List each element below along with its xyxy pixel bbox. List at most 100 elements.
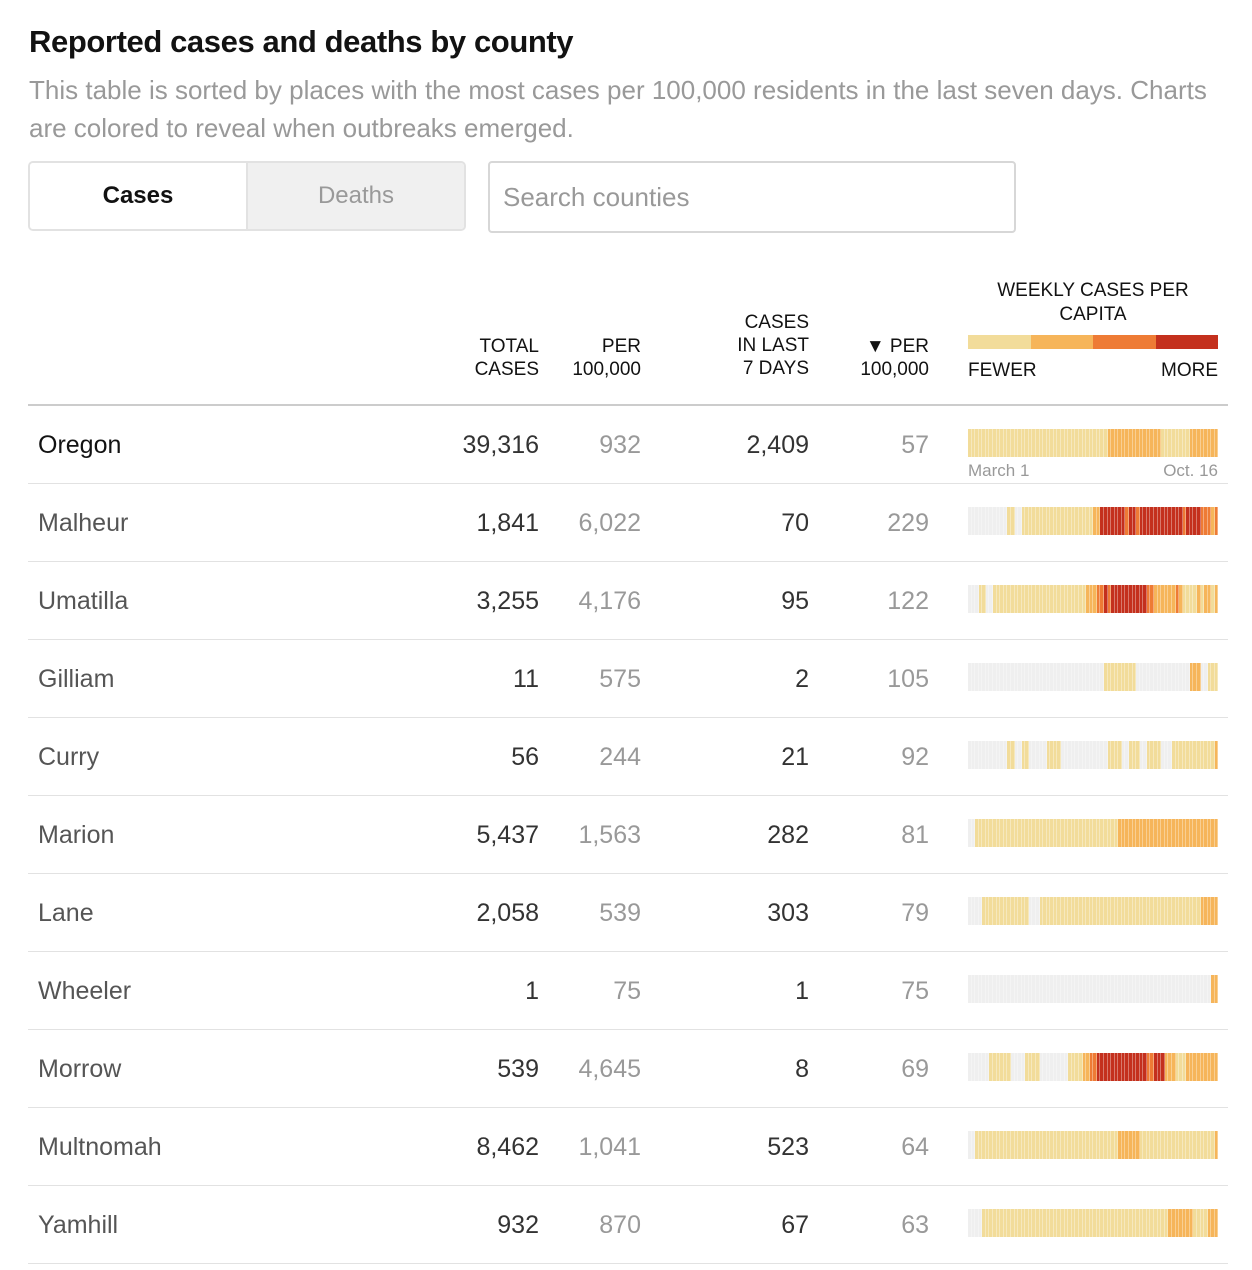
sparkline-week-cell	[1107, 1053, 1112, 1081]
sparkline-week-cell	[1129, 585, 1133, 613]
sparkline-week-cell	[1114, 1053, 1119, 1081]
cases-tab-button[interactable]: Cases	[30, 163, 246, 229]
sparkline-week-cell	[1168, 897, 1172, 925]
legend-more-label: MORE	[1161, 360, 1218, 381]
per-100k-header[interactable]: PER 100,000	[491, 335, 641, 381]
sparkline-week-cell	[1075, 1131, 1079, 1159]
table-row[interactable]: Lane 2,058 539 303 79	[28, 874, 1228, 952]
sparkline-week-cell	[1204, 741, 1208, 769]
sparkline-week-cell	[1121, 1209, 1126, 1237]
county-name: Wheeler	[38, 977, 132, 1005]
per-100k-value: 244	[599, 743, 641, 771]
sparkline-week-cell	[1186, 507, 1190, 535]
per-100k-value: 75	[613, 977, 641, 1005]
sparkline-week-cell	[968, 585, 972, 613]
sparkline-week-cell	[1103, 897, 1108, 925]
sparkline-week-cell	[1007, 897, 1011, 925]
sparkline-week-cell	[1204, 975, 1208, 1003]
sparkline-week-cell	[1046, 1209, 1051, 1237]
sparkline-week-cell	[978, 429, 983, 457]
total-cases-header[interactable]: TOTAL CASES	[389, 335, 539, 381]
sparkline-week-cell	[1010, 429, 1015, 457]
sparkline-week-cell	[1057, 663, 1062, 691]
sparkline-week-cell	[1093, 897, 1097, 925]
table-row[interactable]: Multnomah 8,462 1,041 523 64	[28, 1108, 1228, 1186]
header-line: TOTAL	[479, 336, 539, 357]
sparkline-week-cell	[982, 1131, 986, 1159]
sparkline-week-cell	[1100, 1131, 1104, 1159]
weekly-cases-sparkline	[968, 663, 1219, 691]
sparkline-week-cell	[1003, 507, 1008, 535]
sparkline-week-cell	[1021, 897, 1026, 925]
sparkline-week-cell	[1089, 741, 1094, 769]
sparkline-week-cell	[1057, 975, 1062, 1003]
deaths-tab-button[interactable]: Deaths	[246, 163, 464, 229]
sparkline-week-cell	[1111, 585, 1115, 613]
sparkline-week-cell	[1096, 741, 1101, 769]
sparkline-week-cell	[1061, 429, 1065, 457]
sparkline-week-cell	[1136, 663, 1140, 691]
sparkline-week-cell	[1121, 897, 1126, 925]
sparkline-week-cell	[1179, 975, 1183, 1003]
table-row[interactable]: Morrow 539 4,645 8 69	[28, 1030, 1228, 1108]
sparkline-week-cell	[996, 897, 1001, 925]
sparkline-week-cell	[1136, 1131, 1140, 1159]
sparkline-week-cell	[1186, 1131, 1190, 1159]
sparkline-week-cell	[993, 897, 997, 925]
table-row[interactable]: Malheur 1,841 6,022 70 229	[28, 484, 1228, 562]
sparkline-week-cell	[1204, 1131, 1208, 1159]
sparkline-week-cell	[1146, 897, 1151, 925]
sparkline-week-cell	[1150, 585, 1155, 613]
total-cases-value: 11	[513, 665, 539, 693]
sparkline-week-cell	[982, 507, 986, 535]
sparkline-week-cell	[1003, 1209, 1008, 1237]
table-row[interactable]: Wheeler 1 75 1 75	[28, 952, 1228, 1030]
county-name: Yamhill	[38, 1211, 119, 1239]
sparkline-week-cell	[1046, 1053, 1051, 1081]
sparkline-week-cell	[1032, 585, 1036, 613]
sparkline-week-cell	[1129, 897, 1133, 925]
sparkline-week-cell	[1189, 819, 1194, 847]
cases-last-7-days-header[interactable]: CASES IN LAST 7 DAYS	[659, 311, 809, 380]
sparkline-week-cell	[1200, 741, 1205, 769]
sparkline-week-cell	[1053, 507, 1058, 535]
sparkline-week-cell	[1043, 1209, 1047, 1237]
sparkline-week-cell	[1078, 1209, 1083, 1237]
sparkline-week-cell	[1007, 975, 1011, 1003]
sparkline-week-cell	[1046, 975, 1051, 1003]
sparkline-week-cell	[1021, 819, 1026, 847]
sparkline-week-cell	[1039, 975, 1044, 1003]
county-name: Oregon	[38, 431, 122, 459]
legend-swatch-2	[1030, 335, 1093, 349]
table-row[interactable]: Curry 56 244 21 92	[28, 718, 1228, 796]
sparkline-week-cell	[1064, 585, 1069, 613]
sparkline-week-cell	[1032, 741, 1036, 769]
sparkline-week-cell	[1086, 1209, 1090, 1237]
table-row[interactable]: Yamhill 932 870 67 63	[28, 1186, 1228, 1264]
sparkline-week-cell	[989, 429, 994, 457]
sparkline-week-cell	[1168, 585, 1172, 613]
table-row[interactable]: Oregon 39,316 932 2,409 57 March 1 Oct. 16	[28, 406, 1228, 484]
table-row[interactable]: Marion 5,437 1,563 282 81	[28, 796, 1228, 874]
header-line: PER	[601, 336, 641, 357]
sparkline-week-cell	[989, 663, 994, 691]
sparkline-week-cell	[1068, 741, 1072, 769]
page-subtitle: This table is sorted by places with the …	[29, 75, 1207, 143]
sparkline-week-cell	[1171, 975, 1176, 1003]
search-counties-input[interactable]	[488, 161, 1016, 233]
table-row[interactable]: Umatilla 3,255 4,176 95 122	[28, 562, 1228, 640]
sparkline-week-cell	[1211, 1131, 1215, 1159]
sparkline-week-cell	[1018, 1209, 1022, 1237]
weekly-cases-sparkline	[968, 1131, 1219, 1159]
sparkline-week-cell	[1150, 975, 1155, 1003]
sparkline-week-cell	[1164, 741, 1169, 769]
sparkline-week-cell	[1043, 663, 1047, 691]
sparkline-week-cell	[1086, 819, 1090, 847]
sparkline-week-cell	[1129, 975, 1133, 1003]
sparkline-week-cell	[1003, 741, 1008, 769]
sparkline-week-cell	[1061, 1209, 1065, 1237]
table-row[interactable]: Gilliam 11 575 2 105	[28, 640, 1228, 718]
sparkline-week-cell	[1139, 507, 1144, 535]
sparkline-week-cell	[1121, 585, 1126, 613]
per-100k-7-days-header[interactable]: ▼ PER 100,000	[779, 335, 929, 381]
